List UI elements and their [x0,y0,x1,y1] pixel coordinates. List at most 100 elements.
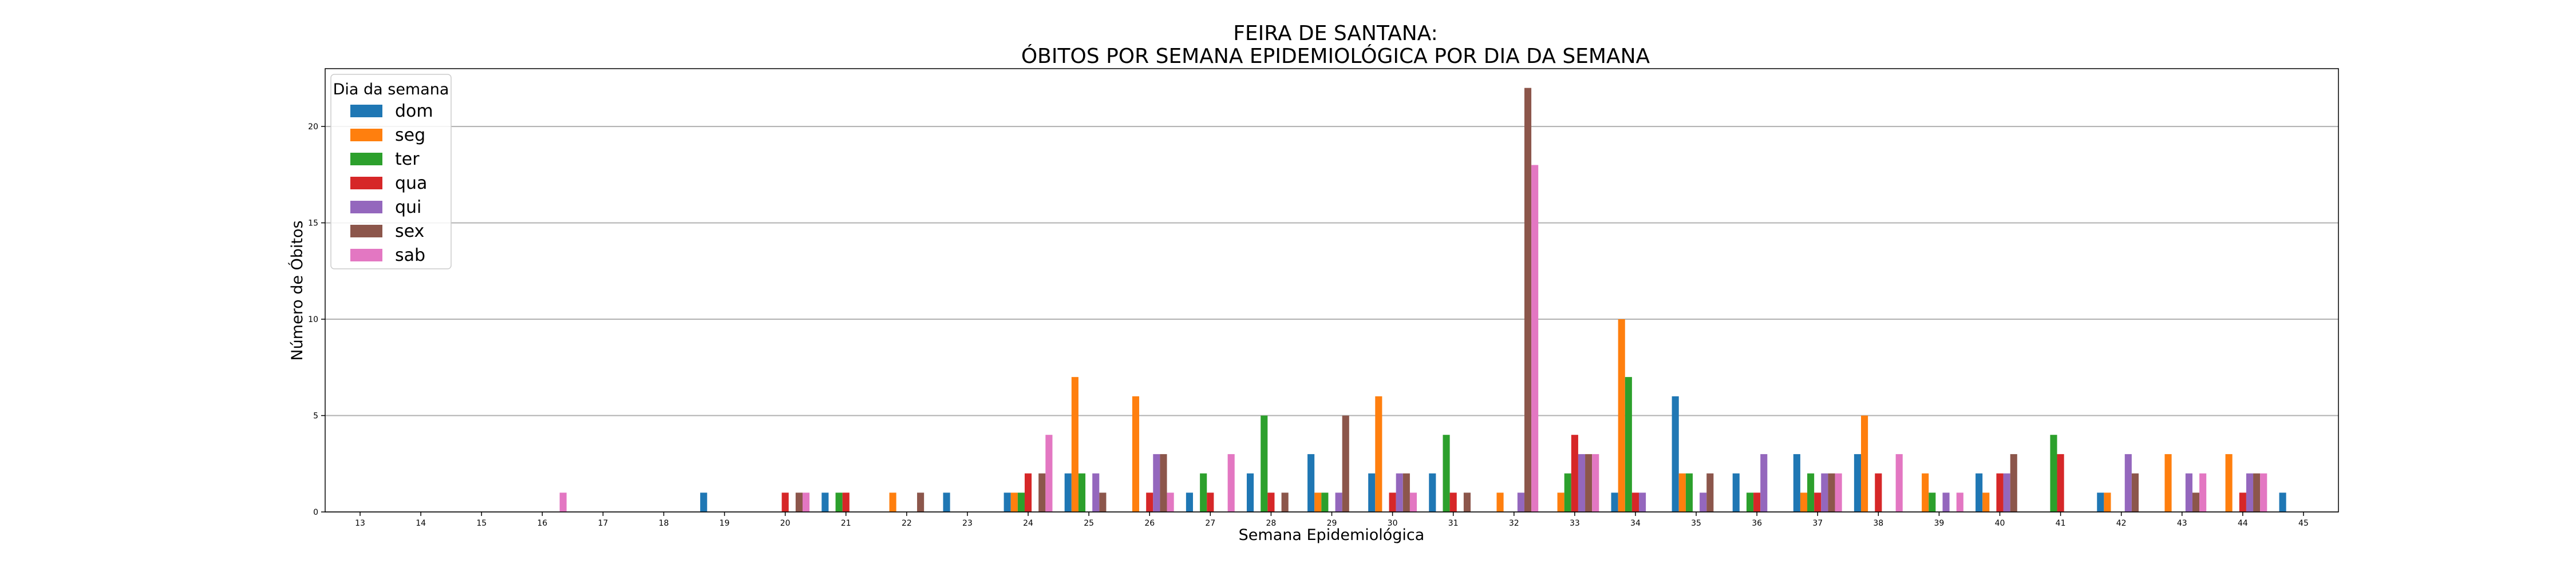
bar-dom-38 [1854,454,1862,512]
y-tick-label: 5 [313,412,318,421]
bar-qui-42 [2124,454,2132,512]
x-tick-label: 27 [1205,519,1215,528]
bar-sex-35 [1706,473,1714,512]
x-tick-label: 32 [1509,519,1519,528]
bar-ter-33 [1564,473,1571,512]
bar-qui-35 [1700,492,1707,512]
x-tick-label: 39 [1934,519,1944,528]
x-tick-label: 41 [2056,519,2066,528]
y-tick-label: 0 [313,508,318,517]
bar-dom-21 [821,492,829,512]
y-axis-label: Número de Óbitos [288,220,306,360]
x-tick-label: 36 [1752,519,1762,528]
bar-ter-24 [1017,492,1025,512]
bar-qua-26 [1146,492,1153,512]
bar-ter-27 [1200,473,1207,512]
x-tick-label: 22 [902,519,912,528]
y-axis: 0 5 10 15 20 [308,122,325,517]
bar-sex-33 [1585,454,1593,512]
x-tick-label: 35 [1691,519,1701,528]
x-tick-label: 19 [720,519,730,528]
bar-seg-39 [1922,473,1929,512]
bar-dom-24 [1003,492,1011,512]
x-tick-label: 26 [1144,519,1155,528]
bar-ter-35 [1685,473,1693,512]
x-tick-label: 40 [1995,519,2005,528]
bar-sab-38 [1895,454,1903,512]
bar-qua-37 [1814,492,1822,512]
plot-area-frame [325,68,2339,513]
bar-sex-40 [2010,454,2017,512]
bar-qui-29 [1335,492,1342,512]
bar-qui-32 [1517,492,1524,512]
bar-qua-38 [1875,473,1882,512]
bar-ter-34 [1625,377,1632,512]
legend-swatch-ter [350,153,382,165]
x-axis-label: Semana Epidemiológica [1239,526,1425,544]
y-tick-label: 15 [308,219,318,228]
x-tick-label: 17 [598,519,608,528]
bar-qua-20 [781,492,789,512]
bar-qui-26 [1153,454,1160,512]
legend-swatch-dom [350,105,382,117]
bar-sex-32 [1524,88,1532,512]
bar-sab-30 [1409,492,1417,512]
x-tick-label: 23 [962,519,973,528]
bar-qua-21 [842,492,850,512]
bar-seg-40 [1982,492,1990,512]
bar-seg-33 [1557,492,1564,512]
bar-qui-34 [1639,492,1646,512]
legend-label-ter: ter [395,149,420,169]
x-tick-label: 13 [355,519,365,528]
bar-qui-25 [1092,473,1100,512]
legend-label-qui: qui [395,197,421,217]
bars [559,88,2286,512]
legend-label-sex: sex [395,221,424,241]
bar-sab-44 [2260,473,2267,512]
bar-seg-42 [2104,492,2111,512]
bar-sab-16 [559,492,567,512]
bar-qui-40 [2003,473,2010,512]
bar-qui-39 [1942,492,1950,512]
bar-ter-36 [1746,492,1754,512]
x-tick-label: 18 [659,519,669,528]
bar-qua-41 [2057,454,2064,512]
bar-qui-37 [1821,473,1828,512]
bar-dom-42 [2097,492,2104,512]
bar-qui-44 [2246,473,2254,512]
bar-sab-43 [2199,473,2207,512]
bar-dom-37 [1793,454,1800,512]
bar-seg-30 [1375,396,1382,512]
x-tick-label: 44 [2238,519,2248,528]
bar-seg-29 [1314,492,1322,512]
bar-ter-21 [835,492,843,512]
bar-ter-37 [1807,473,1815,512]
x-tick-label: 33 [1570,519,1580,528]
bar-seg-25 [1071,377,1078,512]
bar-qua-33 [1571,435,1578,512]
bar-sab-33 [1592,454,1599,512]
bar-dom-30 [1368,473,1376,512]
bar-dom-36 [1732,473,1740,512]
y-tick-label: 20 [308,122,318,132]
bar-sex-31 [1463,492,1471,512]
x-tick-label: 30 [1388,519,1398,528]
legend-label-qua: qua [395,173,427,193]
bar-dom-25 [1064,473,1072,512]
bar-ter-29 [1321,492,1329,512]
bar-sex-20 [795,492,803,512]
bar-sex-24 [1038,473,1046,512]
bar-seg-22 [889,492,896,512]
bar-qua-27 [1207,492,1214,512]
bar-qua-30 [1389,492,1396,512]
legend-swatch-qua [350,177,382,189]
legend-swatch-sex [350,225,382,237]
bar-dom-34 [1611,492,1618,512]
bar-sex-30 [1402,473,1410,512]
bar-qui-43 [2185,473,2192,512]
legend-swatch-sab [350,249,382,261]
legend-title: Dia da semana [333,81,449,98]
bar-sex-22 [917,492,924,512]
bar-sab-26 [1167,492,1174,512]
bar-ter-31 [1443,435,1450,512]
